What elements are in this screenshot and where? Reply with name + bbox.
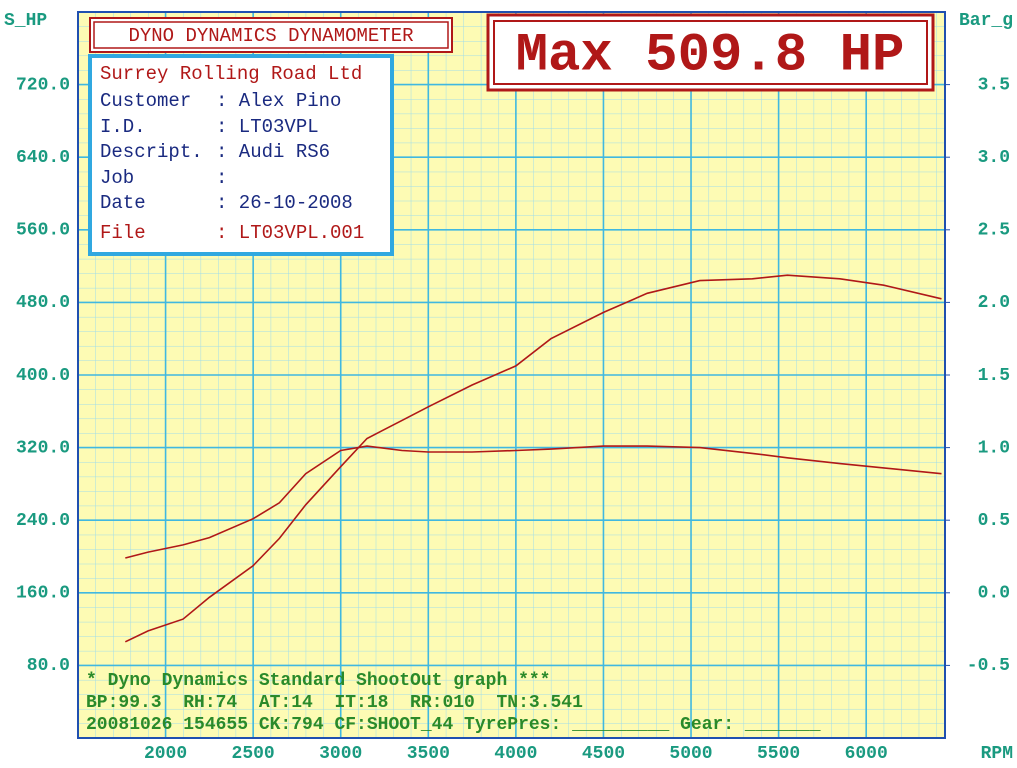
header-box [89, 17, 453, 53]
y-tick-label: 240.0 [16, 511, 70, 531]
y2-tick-label: 2.0 [978, 293, 1010, 313]
y2-tick-label: -0.5 [967, 656, 1010, 676]
series-line [125, 445, 942, 559]
max-box [486, 13, 935, 92]
x-tick-label: 3500 [407, 744, 450, 764]
info-label: I.D. [100, 116, 146, 138]
y-tick-label: 80.0 [27, 656, 70, 676]
footer-line: BP:99.3 RH:74 AT:14 IT:18 RR:010 TN:3.54… [86, 693, 583, 713]
x-tick-label: 5000 [669, 744, 712, 764]
x-tick-label: 5500 [757, 744, 800, 764]
x-tick-label: 4500 [582, 744, 625, 764]
info-value: : 26-10-2008 [216, 192, 353, 214]
info-label: Customer [100, 90, 191, 112]
y2-tick-label: 0.0 [978, 584, 1010, 604]
y2-tick-label: 3.5 [978, 75, 1010, 95]
info-label: Descript. [100, 141, 203, 163]
max-box-inner [493, 20, 928, 85]
y-tick-label: 560.0 [16, 221, 70, 241]
x-tick-label: 2000 [144, 744, 187, 764]
y2-tick-label: 2.5 [978, 221, 1010, 241]
info-box [88, 54, 394, 256]
y-tick-label: 400.0 [16, 366, 70, 386]
company: Surrey Rolling Road Ltd [100, 63, 362, 85]
y2-tick-label: 1.0 [978, 438, 1010, 458]
info-value: : LT03VPL [216, 116, 319, 138]
y-tick-label: 480.0 [16, 293, 70, 313]
y-axis-label: S_HP [4, 11, 47, 31]
info-value: : [216, 167, 227, 189]
y2-tick-label: 3.0 [978, 148, 1010, 168]
info-value: : Alex Pino [216, 90, 341, 112]
info-label: Job [100, 167, 134, 189]
info-value: : Audi RS6 [216, 141, 330, 163]
footer-line: * Dyno Dynamics Standard ShootOut graph … [86, 671, 550, 691]
y2-axis-label: Bar_g [959, 11, 1013, 31]
series-line [124, 274, 942, 643]
x-tick-label: 2500 [232, 744, 275, 764]
x-tick-label: 3000 [319, 744, 362, 764]
y-tick-label: 160.0 [16, 584, 70, 604]
footer-line: 20081026 154655 CK:794 CF:SHOOT_44 TyreP… [86, 715, 821, 735]
header: DYNO DYNAMICS DYNAMOMETER [128, 25, 413, 47]
y2-tick-label: 0.5 [978, 511, 1010, 531]
info-label: File [100, 222, 146, 244]
y-tick-label: 320.0 [16, 438, 70, 458]
x-axis-label: RPM [981, 744, 1013, 764]
x-tick-label: 6000 [845, 744, 888, 764]
x-tick-label: 4000 [494, 744, 537, 764]
y2-tick-label: 1.5 [978, 366, 1010, 386]
y-tick-label: 720.0 [16, 75, 70, 95]
info-label: Date [100, 192, 146, 214]
y-tick-label: 640.0 [16, 148, 70, 168]
max-title: Max 509.8 HP [516, 25, 905, 86]
info-value: : LT03VPL.001 [216, 222, 364, 244]
header-box-inner [93, 21, 449, 49]
